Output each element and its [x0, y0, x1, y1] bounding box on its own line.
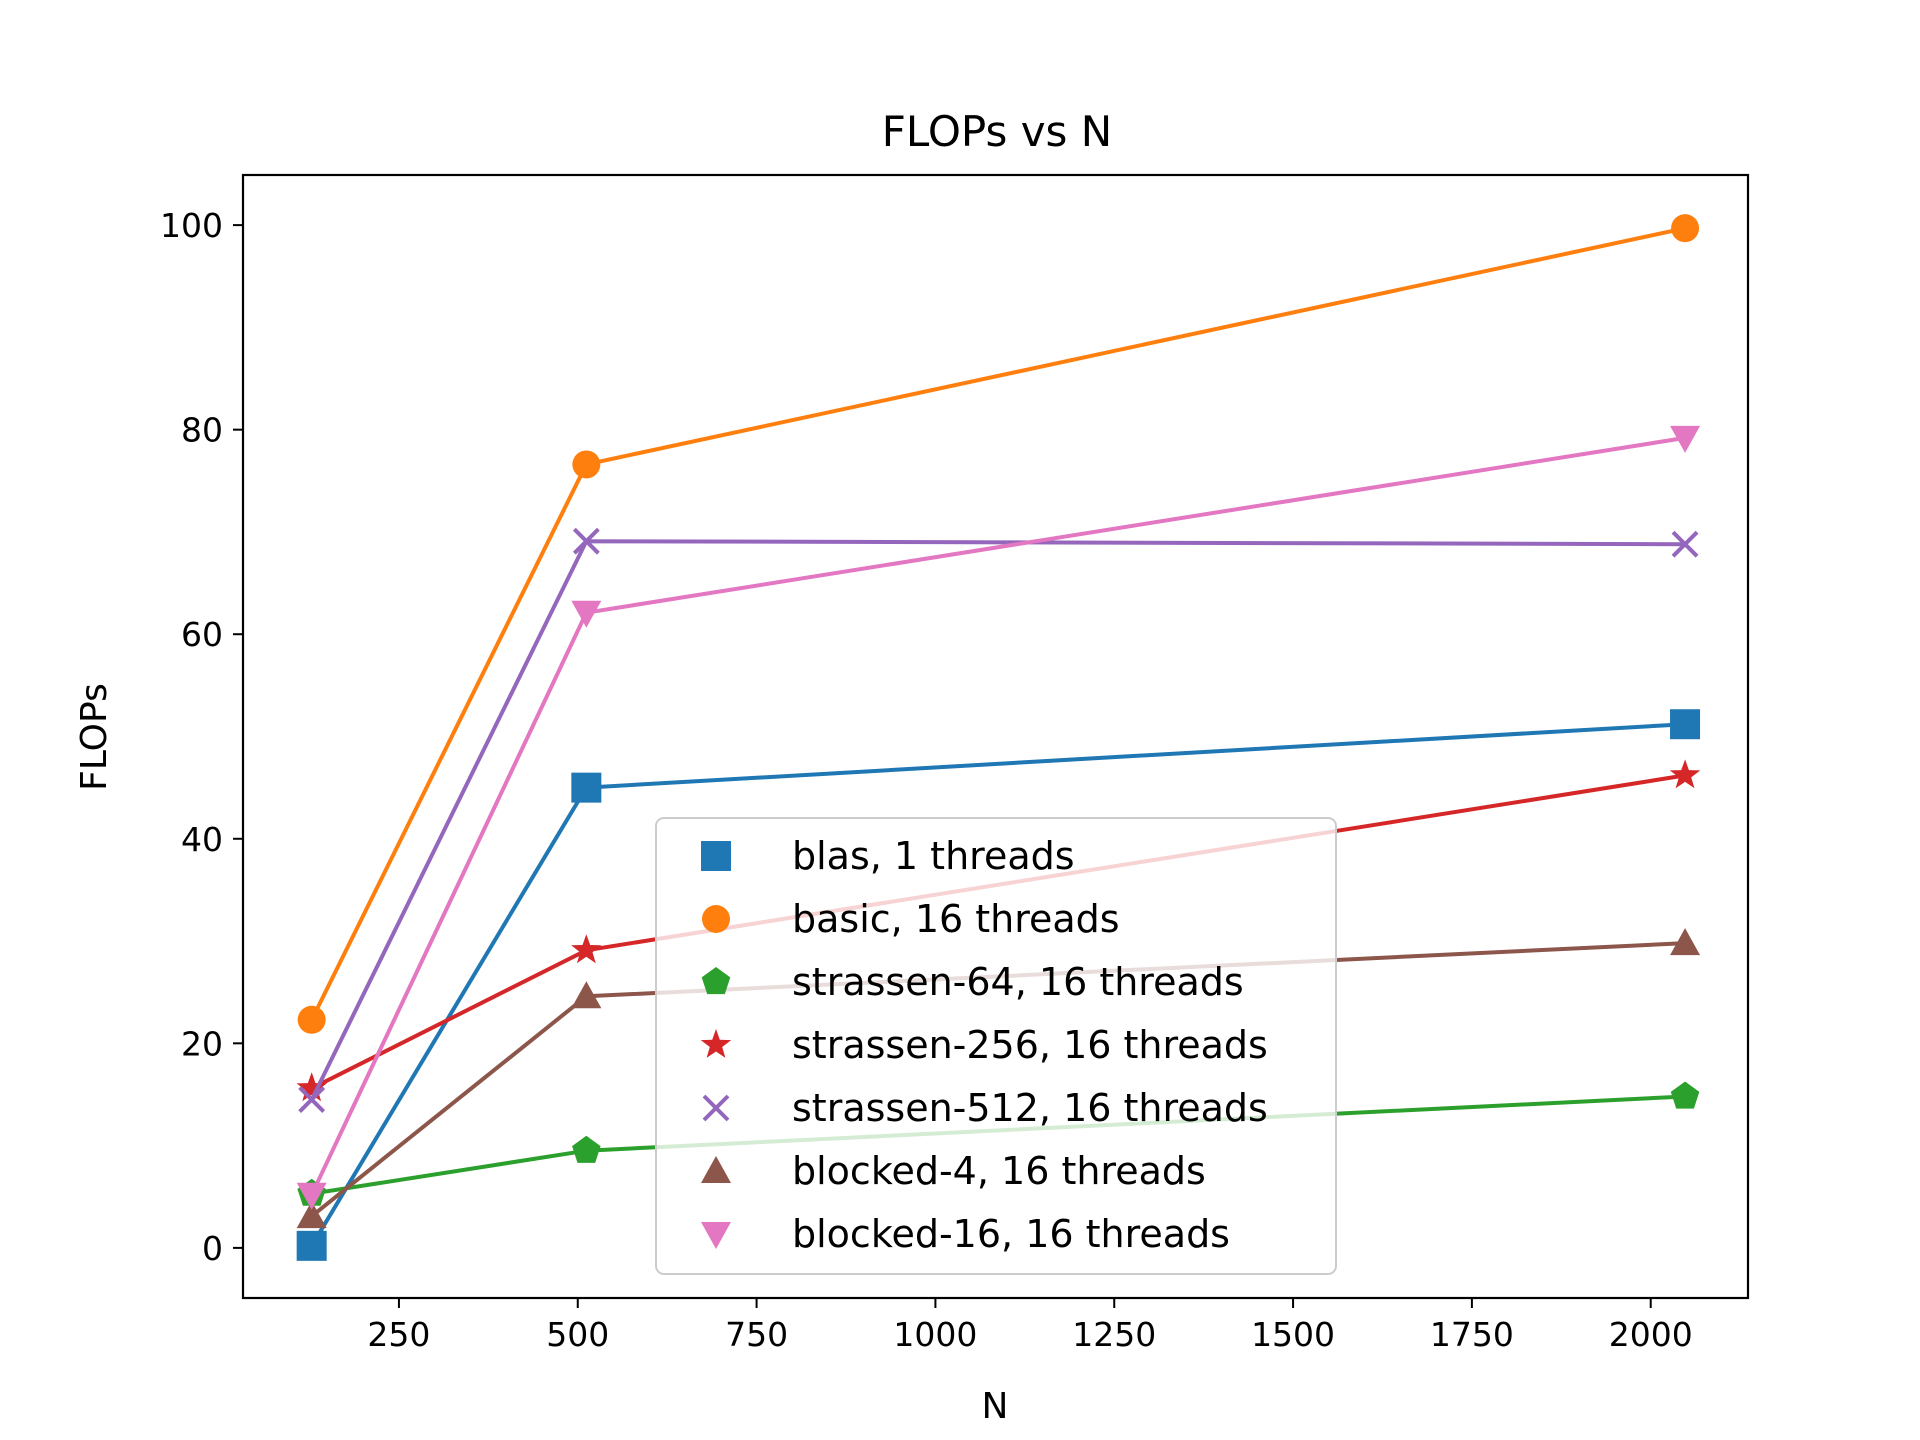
data-point — [572, 450, 601, 479]
y-axis: 0 20 40 60 80 100 — [160, 206, 243, 1268]
legend-label: blocked-16, 16 threads — [792, 1212, 1230, 1256]
x-tick-label: 1250 — [1072, 1315, 1156, 1354]
legend-frame — [655, 817, 1337, 1275]
series-6 — [296, 425, 1701, 1210]
data-point — [1670, 709, 1701, 740]
data-point — [1669, 759, 1701, 789]
legend-marker — [701, 841, 731, 871]
series-1 — [297, 214, 1700, 1034]
data-point — [1670, 928, 1701, 956]
data-point — [571, 934, 602, 964]
legend-item: strassen-256, 16 threads — [700, 1023, 1268, 1067]
legend-label: strassen-64, 16 threads — [792, 960, 1244, 1004]
legend-item: blocked-4, 16 threads — [701, 1149, 1206, 1193]
legend-item: strassen-64, 16 threads — [701, 960, 1244, 1004]
plot-frame — [241, 173, 1750, 1300]
legend-item: basic, 16 threads — [702, 897, 1120, 941]
data-point — [571, 600, 602, 628]
series-0 — [296, 709, 1701, 1261]
data-point — [572, 527, 600, 555]
legend-label: strassen-256, 16 threads — [792, 1023, 1268, 1067]
data-point — [1670, 425, 1701, 453]
legend-item: blocked-16, 16 threads — [701, 1212, 1230, 1256]
x-axis-title: N — [982, 1386, 1009, 1427]
legend-label: strassen-512, 16 threads — [792, 1086, 1268, 1130]
chart-title: FLOPs vs N — [882, 107, 1112, 156]
legend-marker — [702, 1094, 730, 1122]
data-point — [571, 981, 602, 1009]
series-4 — [298, 527, 1699, 1113]
y-tick-label: 20 — [181, 1024, 223, 1063]
y-tick-label: 80 — [181, 411, 223, 450]
x-tick-label: 2000 — [1609, 1315, 1693, 1354]
x-tick-label: 1750 — [1430, 1315, 1514, 1354]
y-tick-label: 0 — [202, 1229, 223, 1268]
x-tick-label: 500 — [546, 1315, 609, 1354]
y-tick-label: 40 — [181, 820, 223, 859]
y-tick-label: 100 — [160, 206, 223, 245]
legend-label: blas, 1 threads — [792, 834, 1075, 878]
y-axis-title: FLOPs — [74, 683, 115, 791]
legend-marker — [701, 967, 731, 995]
x-tick-label: 1500 — [1251, 1315, 1335, 1354]
legend-item: blas, 1 threads — [701, 834, 1075, 878]
legend-marker — [701, 1156, 731, 1183]
x-tick-label: 1000 — [893, 1315, 977, 1354]
data-point — [1670, 1081, 1700, 1109]
legend-marker — [700, 1029, 732, 1058]
data-point — [572, 1135, 601, 1163]
legend-marker — [702, 905, 730, 933]
data-point — [297, 1005, 326, 1034]
data-point — [296, 1201, 327, 1229]
y-tick-label: 60 — [181, 615, 223, 654]
x-tick-label: 750 — [725, 1315, 788, 1354]
legend-marker — [701, 1222, 731, 1249]
legend-label: blocked-4, 16 threads — [792, 1149, 1206, 1193]
data-point — [571, 772, 602, 803]
legend-label: basic, 16 threads — [792, 897, 1120, 941]
legend-item: strassen-512, 16 threads — [702, 1086, 1268, 1130]
x-axis: 250 500 750 1000 1250 1500 1750 2000 — [367, 1298, 1693, 1354]
x-tick-label: 250 — [367, 1315, 430, 1354]
data-point — [296, 1182, 327, 1210]
legend: blas, 1 threads basic, 16 threads strassen… — [655, 817, 1337, 1275]
data-point — [1671, 530, 1699, 558]
data-point — [1671, 214, 1700, 243]
data-point — [298, 1086, 326, 1113]
data-point — [296, 1230, 327, 1261]
data-point — [296, 1072, 327, 1102]
